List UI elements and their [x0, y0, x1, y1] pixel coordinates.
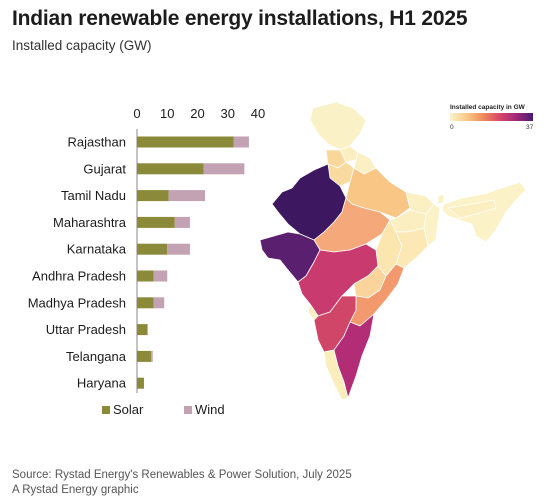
category-label: Maharashtra: [53, 215, 127, 230]
source-note: Source: Rystad Energy's Renewables & Pow…: [12, 469, 352, 481]
state-jammu-kashmir: [309, 101, 367, 151]
category-label: Gujarat: [83, 161, 126, 176]
bar-solar: [137, 270, 154, 282]
state-odisha: [395, 227, 429, 269]
bar-wind: [203, 163, 245, 175]
bar-solar: [137, 377, 144, 389]
bar-solar: [137, 190, 169, 202]
category-label: Karnataka: [67, 242, 127, 257]
category-label: Uttar Pradesh: [46, 322, 126, 337]
bar-solar: [137, 136, 234, 148]
colorbar-title: Installed capacity in GW: [450, 104, 526, 111]
chart-subtitle: Installed capacity (GW): [12, 38, 152, 53]
bar-wind: [151, 350, 153, 362]
x-tick-label: 0: [133, 106, 140, 121]
bar-wind: [167, 243, 190, 255]
x-tick-label: 10: [160, 106, 174, 121]
state-karnataka: [313, 295, 357, 353]
category-label: Madhya Pradesh: [28, 295, 126, 310]
legend-label-solar: Solar: [113, 402, 144, 417]
category-label: Tamil Nadu: [61, 188, 126, 203]
state-tamil-nadu: [333, 313, 375, 399]
bar-chart: 0 10 20 30 40 Rajasthan Gujarat Tamil Nadu Mahar…: [28, 106, 266, 417]
x-tick-label: 30: [221, 106, 235, 121]
x-tick-label: 40: [251, 106, 265, 121]
bar-wind: [233, 136, 249, 148]
category-label: Haryana: [77, 376, 127, 391]
bar-solar: [137, 243, 168, 255]
bar-wind: [153, 270, 168, 282]
credit-note: A Rystad Energy graphic: [12, 484, 139, 496]
bar-solar: [137, 297, 154, 309]
bar-solar: [137, 324, 148, 336]
bar-wind: [153, 297, 165, 309]
state-assam: [447, 199, 497, 219]
category-label: Telangana: [66, 349, 127, 364]
india-map: Installed capacity in GW 0 37: [259, 101, 534, 401]
colorbar-max-label: 37: [526, 124, 534, 131]
category-label: Rajasthan: [67, 135, 126, 150]
legend-label-wind: Wind: [195, 402, 225, 417]
category-label: Andhra Pradesh: [32, 269, 126, 284]
bar-solar: [137, 350, 152, 362]
bar-solar: [137, 216, 175, 228]
bar-wind: [168, 190, 206, 202]
legend-swatch-solar: [102, 406, 110, 414]
legend-swatch-wind: [184, 406, 192, 414]
state-sikkim: [437, 193, 445, 205]
chart-title: Indian renewable energy installations, H…: [12, 7, 468, 30]
colorbar-gradient: [450, 113, 533, 121]
bar-wind: [174, 216, 190, 228]
bar-solar: [137, 163, 204, 175]
colorbar-min-label: 0: [450, 124, 454, 131]
x-tick-label: 20: [190, 106, 204, 121]
map-states: [259, 101, 527, 401]
